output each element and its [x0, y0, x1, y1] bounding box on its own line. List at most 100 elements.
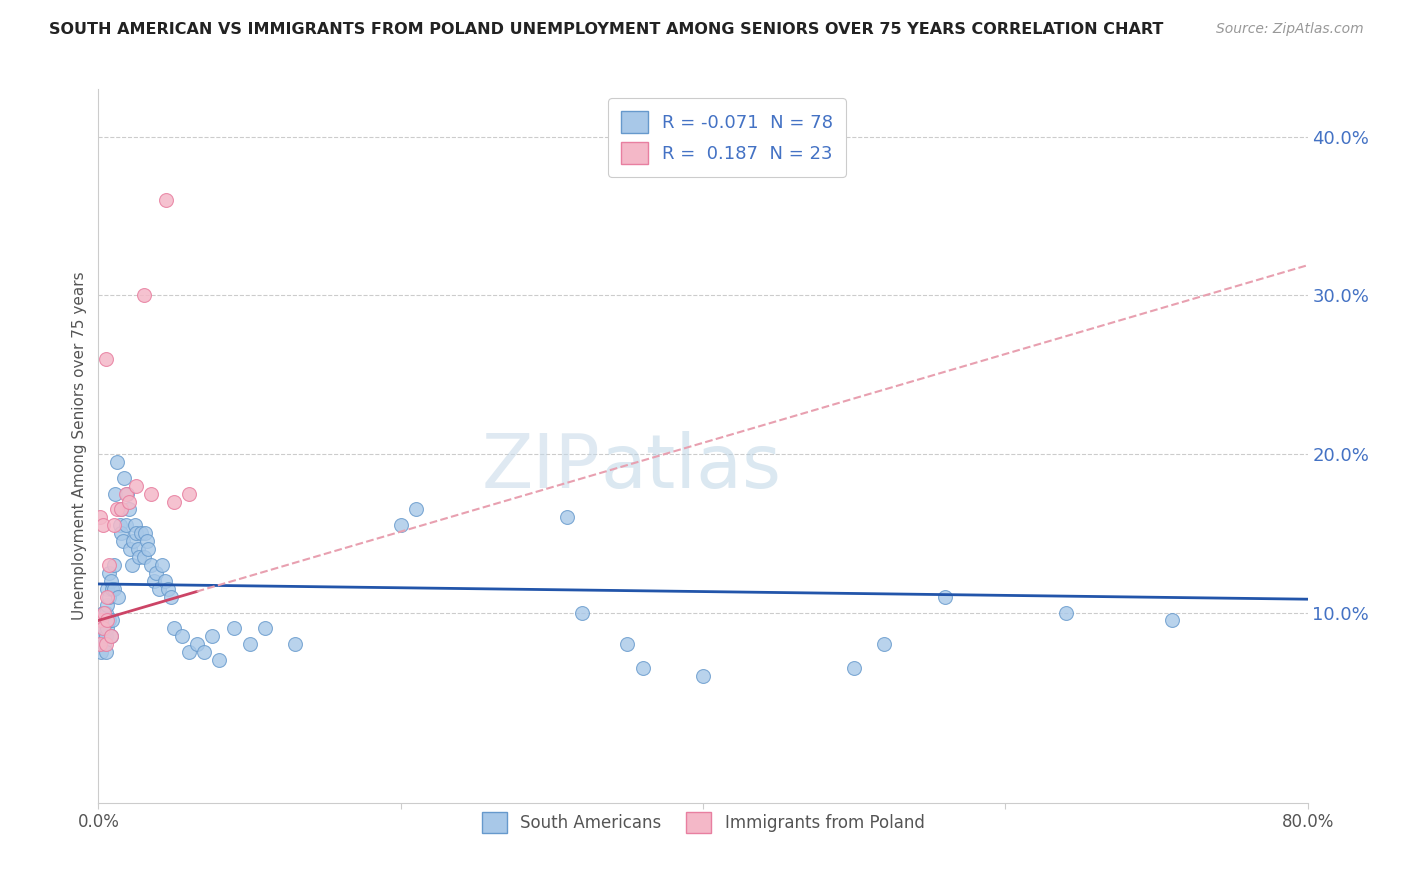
Point	[208, 653, 231, 667]
Point	[125, 526, 148, 541]
Point	[101, 582, 124, 596]
Point	[136, 542, 159, 557]
Point	[115, 486, 138, 500]
Point	[93, 621, 115, 635]
Point	[101, 614, 124, 628]
Point	[96, 598, 118, 612]
Point	[100, 574, 122, 588]
Point	[163, 494, 186, 508]
Point	[103, 558, 125, 572]
Point	[98, 614, 121, 628]
Point	[104, 486, 127, 500]
Point	[89, 637, 111, 651]
Point	[132, 288, 155, 302]
Point	[571, 606, 593, 620]
Point	[555, 510, 578, 524]
Legend: South Americans, Immigrants from Poland: South Americans, Immigrants from Poland	[474, 804, 932, 841]
Point	[110, 526, 132, 541]
Point	[90, 645, 112, 659]
Point	[284, 637, 307, 651]
Point	[186, 637, 208, 651]
Point	[125, 478, 148, 492]
Point	[91, 614, 114, 628]
Point	[96, 621, 118, 635]
Point	[170, 629, 193, 643]
Point	[91, 606, 114, 620]
Point	[93, 606, 115, 620]
Point	[179, 645, 201, 659]
Point	[179, 486, 201, 500]
Point	[89, 629, 111, 643]
Point	[103, 518, 125, 533]
Point	[134, 526, 156, 541]
Point	[124, 518, 146, 533]
Point	[873, 637, 896, 651]
Point	[120, 542, 142, 557]
Point	[121, 558, 143, 572]
Point	[160, 590, 183, 604]
Point	[1160, 614, 1182, 628]
Point	[148, 582, 170, 596]
Point	[98, 590, 121, 604]
Point	[122, 534, 145, 549]
Point	[934, 590, 956, 604]
Point	[100, 629, 122, 643]
Point	[141, 486, 163, 500]
Point	[89, 510, 111, 524]
Point	[111, 534, 134, 549]
Point	[1054, 606, 1077, 620]
Point	[91, 629, 114, 643]
Point	[118, 494, 141, 508]
Point	[127, 542, 149, 557]
Point	[129, 526, 152, 541]
Point	[193, 645, 215, 659]
Point	[98, 558, 121, 572]
Point	[89, 614, 111, 628]
Point	[132, 549, 155, 564]
Point	[145, 566, 167, 580]
Point	[91, 518, 114, 533]
Point	[389, 518, 412, 533]
Point	[96, 614, 118, 628]
Point	[114, 486, 136, 500]
Point	[98, 566, 121, 580]
Point	[253, 621, 276, 635]
Point	[616, 637, 638, 651]
Point	[114, 518, 136, 533]
Point	[93, 637, 115, 651]
Point	[201, 629, 224, 643]
Point	[94, 629, 117, 643]
Point	[110, 502, 132, 516]
Point	[100, 629, 122, 643]
Point	[103, 582, 125, 596]
Point	[94, 351, 117, 366]
Point	[692, 669, 714, 683]
Point	[91, 621, 114, 635]
Point	[150, 558, 173, 572]
Point	[631, 661, 654, 675]
Text: atlas: atlas	[600, 431, 782, 504]
Point	[96, 590, 118, 604]
Point	[94, 606, 117, 620]
Point	[112, 471, 135, 485]
Point	[118, 502, 141, 516]
Point	[105, 502, 128, 516]
Point	[405, 502, 427, 516]
Point	[143, 574, 166, 588]
Point	[90, 621, 112, 635]
Point	[224, 621, 246, 635]
Point	[94, 637, 117, 651]
Point	[90, 614, 112, 628]
Point	[105, 455, 128, 469]
Point	[153, 574, 176, 588]
Y-axis label: Unemployment Among Seniors over 75 years: Unemployment Among Seniors over 75 years	[72, 272, 87, 620]
Point	[135, 534, 157, 549]
Point	[128, 549, 150, 564]
Point	[108, 518, 131, 533]
Point	[155, 193, 177, 207]
Point	[156, 582, 179, 596]
Point	[163, 621, 186, 635]
Point	[141, 558, 163, 572]
Point	[94, 645, 117, 659]
Point	[107, 590, 129, 604]
